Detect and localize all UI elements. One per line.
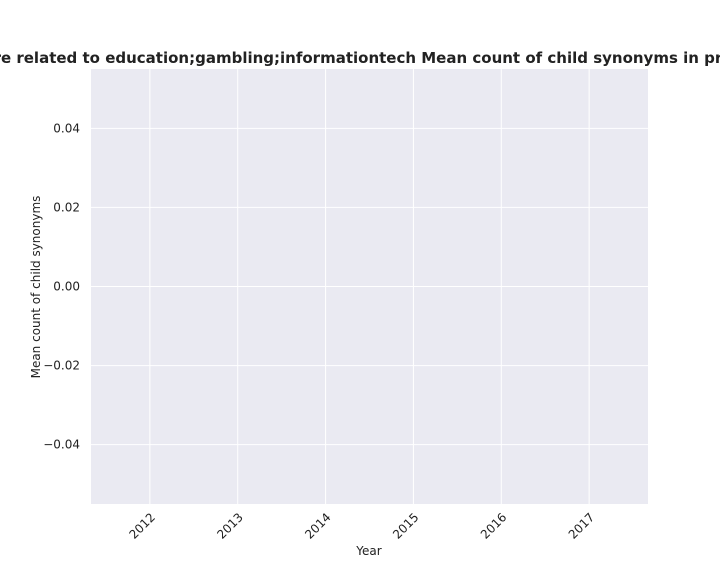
x-tick-label: 2017 — [566, 510, 597, 541]
y-gridlines — [91, 127, 648, 446]
y-tick-label: 0.00 — [53, 280, 80, 294]
y-tick-label: 0.04 — [53, 121, 80, 135]
y-tick-label: −0.02 — [43, 359, 80, 373]
x-tick-label: 2016 — [478, 510, 509, 541]
y-tick-label: 0.02 — [53, 200, 80, 214]
x-tick-label: 2012 — [126, 510, 157, 541]
x-tick-label: 2013 — [214, 510, 245, 541]
x-tick-label: 2014 — [302, 510, 333, 541]
x-tick-labels: 2012 2013 2014 2015 2016 2017 — [126, 510, 597, 541]
y-tick-label: −0.04 — [43, 438, 80, 452]
x-tick-label: 2015 — [390, 510, 421, 541]
y-tick-labels: 0.04 0.02 0.00 −0.02 −0.04 — [43, 121, 80, 451]
y-axis-label: Mean count of child synonyms — [29, 196, 43, 379]
chart-title: ies are related to education;gambling;in… — [0, 49, 720, 67]
x-axis-label: Year — [355, 544, 381, 558]
